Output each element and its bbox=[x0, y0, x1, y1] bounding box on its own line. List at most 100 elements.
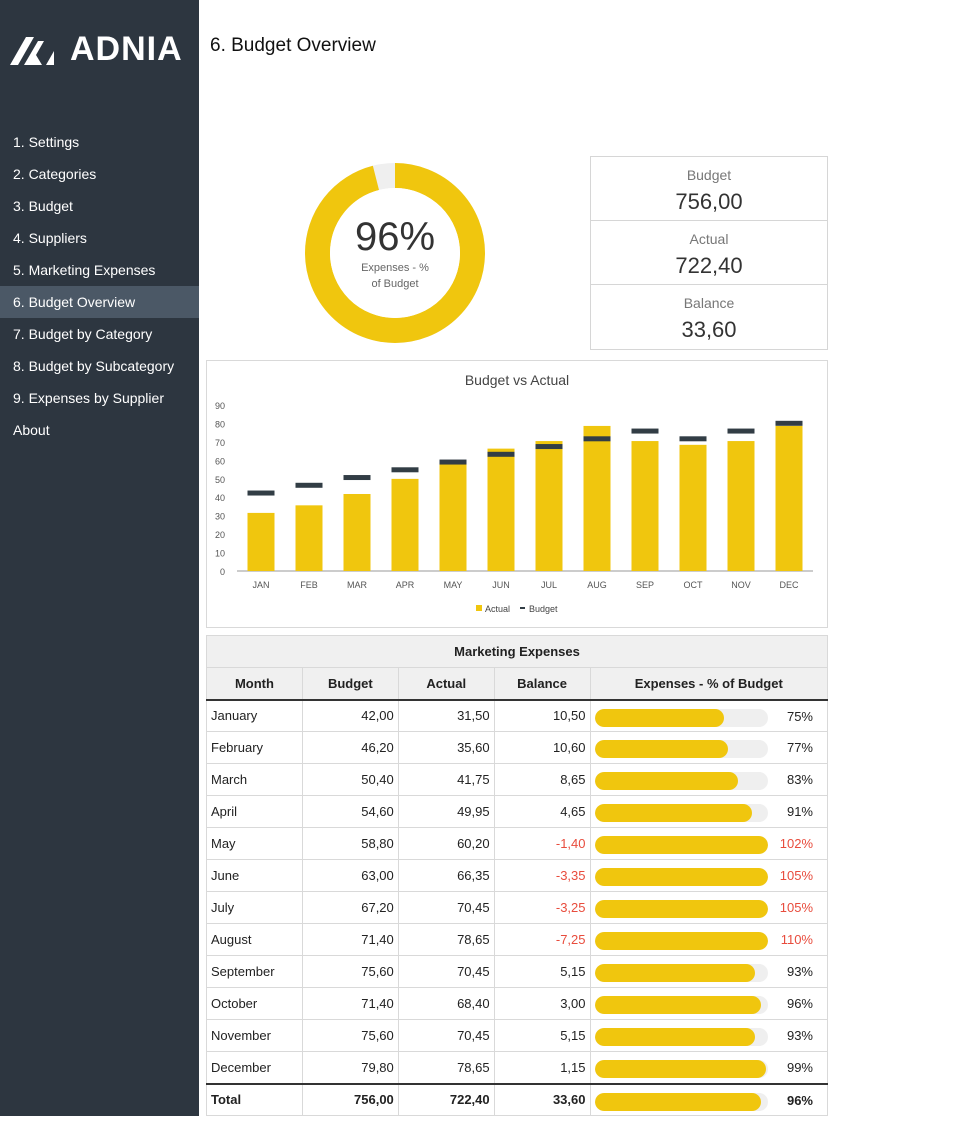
percent-text: 102% bbox=[779, 836, 813, 851]
sidebar-item-budget-by-subcategory[interactable]: 8. Budget by Subcategory bbox=[13, 358, 175, 374]
legend-budget-label: Budget bbox=[529, 604, 558, 614]
month-cell: September bbox=[206, 955, 303, 988]
x-tick-label: APR bbox=[396, 580, 415, 590]
progress-fill bbox=[594, 964, 756, 982]
donut-caption: of Budget bbox=[371, 278, 418, 290]
budget-cell: 71,40 bbox=[301, 987, 399, 1020]
x-tick-label: JAN bbox=[252, 580, 269, 590]
sidebar-item-budget[interactable]: 3. Budget bbox=[13, 198, 73, 214]
actual-bar bbox=[679, 444, 707, 571]
sidebar-item-about[interactable]: About bbox=[13, 422, 50, 438]
percent-text: 96% bbox=[786, 1092, 813, 1108]
y-tick-label: 10 bbox=[215, 549, 225, 559]
column-header: Budget bbox=[301, 667, 399, 701]
percent-text: 91% bbox=[786, 804, 813, 819]
percent-text: 96% bbox=[786, 996, 813, 1011]
budget-marker bbox=[247, 490, 275, 496]
percent-cell: 102% bbox=[589, 827, 828, 860]
budget-marker bbox=[583, 436, 611, 442]
logo: ADNIA bbox=[8, 30, 183, 69]
month-cell: April bbox=[206, 795, 303, 828]
kpi-value: 756,00 bbox=[675, 189, 743, 214]
column-header: Expenses - % of Budget bbox=[589, 667, 828, 701]
actual-bar bbox=[583, 425, 611, 571]
table-row: April 54,60 49,95 4,65 91% bbox=[206, 795, 828, 828]
x-tick-label: NOV bbox=[731, 580, 751, 590]
percent-text: 93% bbox=[786, 1028, 813, 1043]
table-row: July 67,20 70,45 -3,25 105% bbox=[206, 891, 828, 924]
progress-bar bbox=[594, 740, 768, 758]
progress-bar bbox=[594, 804, 768, 822]
chart-title: Budget vs Actual bbox=[465, 372, 569, 388]
actual-bar bbox=[535, 441, 563, 571]
budget-cell: 75,60 bbox=[301, 1019, 399, 1052]
percent-text: 105% bbox=[779, 868, 813, 883]
balance-cell: 4,65 bbox=[493, 795, 591, 828]
column-header: Month bbox=[206, 667, 303, 701]
percent-text: 93% bbox=[786, 964, 813, 979]
sidebar-item-suppliers[interactable]: 4. Suppliers bbox=[13, 230, 87, 246]
column-header: Actual bbox=[397, 667, 495, 701]
donut-value: 96% bbox=[355, 215, 435, 259]
sidebar-item-expenses-by-supplier[interactable]: 9. Expenses by Supplier bbox=[13, 390, 164, 406]
x-tick-label: FEB bbox=[300, 580, 318, 590]
actual-cell: 41,75 bbox=[397, 763, 495, 796]
actual-bar bbox=[775, 425, 803, 571]
balance-cell: 10,60 bbox=[493, 731, 591, 764]
month-cell: June bbox=[206, 859, 303, 892]
budget-marker bbox=[535, 444, 563, 450]
column-header: Balance bbox=[493, 667, 591, 701]
chart-svg: Budget vs Actual 0 10 20 30 40 50 60 70 80 90 JAN FE… bbox=[215, 372, 813, 614]
progress-fill bbox=[594, 996, 761, 1014]
sidebar-item-categories[interactable]: 2. Categories bbox=[13, 166, 97, 182]
expenses-donut: 96% Expenses - % of Budget bbox=[305, 163, 485, 343]
budget-cell: 50,40 bbox=[301, 763, 399, 796]
progress-bar bbox=[594, 836, 768, 854]
y-tick-label: 40 bbox=[215, 493, 225, 503]
balance-cell: 1,15 bbox=[493, 1051, 591, 1084]
percent-cell: 93% bbox=[589, 955, 828, 988]
table-row: January 42,00 31,50 10,50 75% bbox=[206, 699, 828, 732]
logo-text: ADNIA bbox=[70, 30, 183, 68]
y-tick-label: 80 bbox=[215, 419, 225, 429]
progress-bar bbox=[594, 1028, 768, 1046]
actual-bar bbox=[247, 512, 275, 571]
actual-cell: 70,45 bbox=[397, 1019, 495, 1052]
month-cell: July bbox=[206, 891, 303, 924]
balance-cell: -3,35 bbox=[493, 859, 591, 892]
balance-cell: -7,25 bbox=[493, 923, 591, 956]
percent-cell: 93% bbox=[589, 1019, 828, 1052]
page-title: 6. Budget Overview bbox=[210, 35, 376, 56]
balance-cell: 5,15 bbox=[493, 955, 591, 988]
table-row: March 50,40 41,75 8,65 83% bbox=[206, 763, 828, 796]
x-tick-label: DEC bbox=[779, 580, 799, 590]
table-row: October 71,40 68,40 3,00 96% bbox=[206, 987, 828, 1020]
budget-cell: 67,20 bbox=[301, 891, 399, 924]
budget-vs-actual-chart: Budget vs Actual 0 10 20 30 40 50 60 70 80 90 JAN FE… bbox=[206, 360, 828, 628]
progress-bar bbox=[594, 1092, 768, 1111]
progress-fill bbox=[594, 868, 768, 886]
budget-cell: 58,80 bbox=[301, 827, 399, 860]
legend-actual-label: Actual bbox=[485, 604, 510, 614]
sidebar-item-marketing-expenses[interactable]: 5. Marketing Expenses bbox=[13, 262, 156, 278]
actual-cell: 49,95 bbox=[397, 795, 495, 828]
progress-fill bbox=[594, 932, 768, 950]
sidebar-item-budget-by-category[interactable]: 7. Budget by Category bbox=[13, 326, 153, 342]
progress-bar bbox=[594, 708, 768, 727]
progress-bar bbox=[594, 932, 768, 950]
kpi-value: 33,60 bbox=[681, 317, 737, 342]
actual-bar bbox=[391, 478, 419, 571]
actual-cell: 60,20 bbox=[397, 827, 495, 860]
progress-bar bbox=[594, 868, 768, 886]
balance-cell: 10,50 bbox=[493, 699, 591, 732]
sidebar-item-budget-overview[interactable]: 6. Budget Overview bbox=[0, 286, 199, 318]
sidebar-item-settings[interactable]: 1. Settings bbox=[13, 134, 80, 150]
table-row: June 63,00 66,35 -3,35 105% bbox=[206, 859, 828, 892]
donut-caption: Expenses - % bbox=[361, 262, 429, 274]
percent-text: 99% bbox=[786, 1060, 813, 1075]
y-tick-label: 50 bbox=[215, 475, 225, 485]
percent-cell: 75% bbox=[589, 699, 828, 732]
month-cell: Total bbox=[206, 1082, 303, 1116]
actual-cell: 35,60 bbox=[397, 731, 495, 764]
y-tick-label: 0 bbox=[220, 567, 225, 577]
